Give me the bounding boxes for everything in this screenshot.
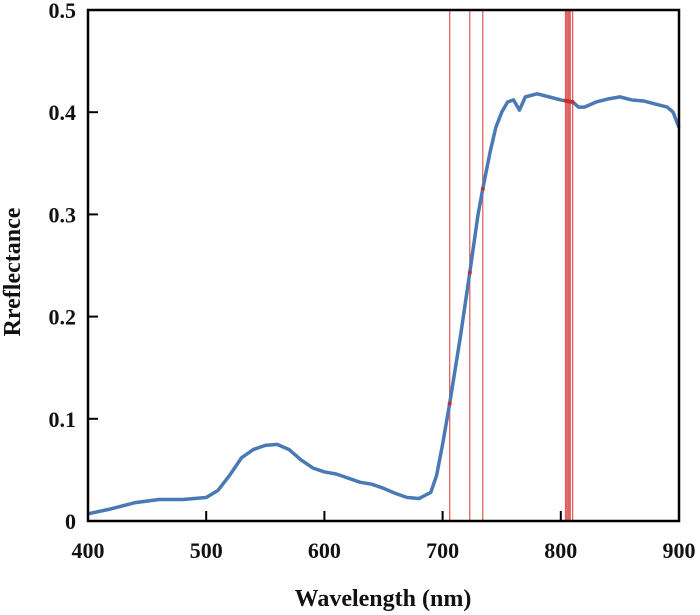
y-tick-label: 0.1 [49,407,77,432]
y-tick-label: 0 [65,509,76,534]
x-tick-label: 400 [72,538,105,563]
x-tick-label: 800 [544,538,577,563]
intersection-point [480,186,485,191]
plot-frame [86,8,681,523]
intersection-point [447,401,452,406]
y-tick-label: 0.3 [49,202,77,227]
x-axis-title: Wavelength (nm) [295,586,472,612]
intersection-point [467,270,472,275]
spectrum-line [87,92,681,516]
intersection-point [570,99,575,104]
x-tick-label: 700 [426,538,459,563]
y-tick-label: 0.4 [49,100,77,125]
x-tick-label: 600 [308,538,341,563]
y-axis-title: Rreflectance [0,207,26,336]
y-tick-label: 0.2 [49,305,77,330]
x-tick-label: 900 [663,538,696,563]
x-tick-label: 500 [190,538,223,563]
y-tick-label: 0.5 [49,0,77,23]
